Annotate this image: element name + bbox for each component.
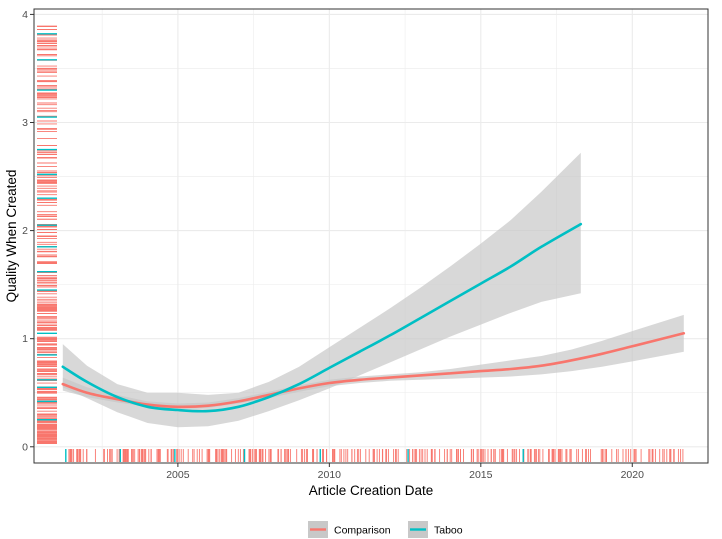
legend-item-taboo: Taboo xyxy=(408,521,463,538)
legend-item-comparison: Comparison xyxy=(308,521,391,538)
series-lines xyxy=(61,222,686,413)
y-tick-label: 0 xyxy=(22,441,28,453)
series-line-comparison xyxy=(61,332,686,409)
confidence-bands xyxy=(62,152,684,428)
y-tick-label: 4 xyxy=(22,9,28,21)
y-axis-ticks: 0 1 2 3 4 xyxy=(22,9,34,453)
legend-label: Comparison xyxy=(334,525,391,537)
y-tick-label: 1 xyxy=(22,333,28,345)
x-tick-label: 2015 xyxy=(469,469,493,481)
x-axis-label: Article Creation Date xyxy=(309,483,434,498)
legend-label: Taboo xyxy=(434,525,463,537)
x-axis-ticks: 2005 2010 2015 2020 xyxy=(166,463,644,481)
x-tick-label: 2010 xyxy=(318,469,342,481)
legend: Comparison Taboo xyxy=(308,521,463,538)
confidence-band-taboo xyxy=(62,152,581,428)
x-tick-label: 2005 xyxy=(166,469,190,481)
y-axis-label: Quality When Created xyxy=(4,170,19,303)
y-tick-label: 2 xyxy=(22,225,28,237)
y-tick-label: 3 xyxy=(22,117,28,129)
series-line-taboo xyxy=(61,222,583,413)
rug-marks xyxy=(37,25,684,462)
grid-lines xyxy=(34,9,708,463)
x-tick-label: 2020 xyxy=(621,469,645,481)
plot-panel-border xyxy=(33,8,709,464)
